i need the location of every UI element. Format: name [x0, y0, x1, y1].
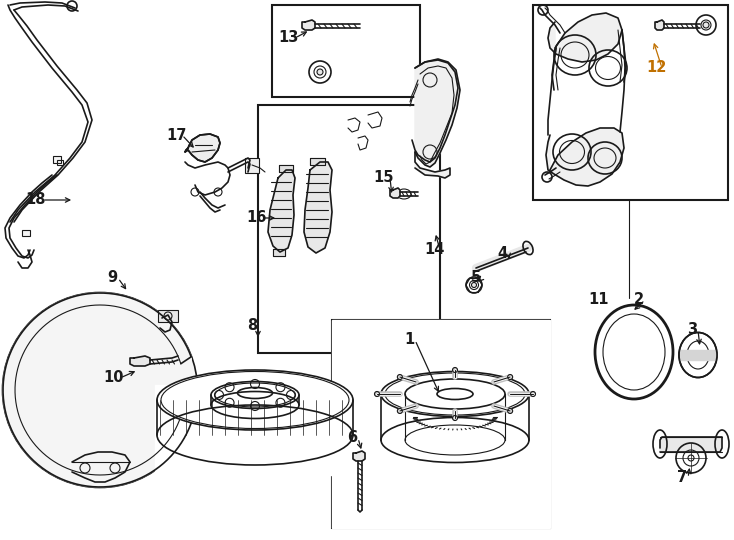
Bar	[158, 310, 178, 322]
Polygon shape	[310, 158, 325, 165]
Text: 14: 14	[424, 242, 444, 258]
Polygon shape	[415, 59, 460, 167]
Bar	[53, 156, 61, 163]
Text: 18: 18	[26, 192, 46, 207]
Text: 1: 1	[404, 333, 414, 348]
Ellipse shape	[2, 293, 197, 488]
Polygon shape	[353, 451, 365, 461]
Text: 12: 12	[646, 60, 666, 76]
Text: 5: 5	[471, 271, 481, 286]
Circle shape	[317, 69, 323, 75]
Bar	[258, 105, 440, 353]
Circle shape	[471, 282, 476, 287]
Bar	[272, 5, 420, 97]
Polygon shape	[268, 170, 295, 252]
Polygon shape	[680, 350, 716, 360]
Polygon shape	[3, 293, 191, 487]
Polygon shape	[390, 188, 400, 198]
Text: 7: 7	[677, 470, 687, 485]
Text: 9: 9	[107, 271, 117, 286]
Polygon shape	[655, 20, 664, 30]
Bar	[533, 5, 728, 200]
Text: 6: 6	[347, 430, 357, 445]
Ellipse shape	[381, 372, 529, 416]
Polygon shape	[304, 162, 332, 253]
Polygon shape	[546, 128, 624, 186]
Ellipse shape	[157, 370, 353, 430]
Polygon shape	[415, 152, 450, 178]
Text: 4: 4	[497, 246, 507, 260]
Text: 13: 13	[279, 30, 299, 45]
Polygon shape	[130, 356, 150, 366]
Text: 16: 16	[246, 211, 266, 226]
Circle shape	[703, 22, 709, 28]
Text: 11: 11	[589, 293, 609, 307]
Polygon shape	[548, 13, 622, 62]
Text: 10: 10	[103, 370, 124, 386]
Polygon shape	[660, 437, 722, 452]
Text: 8: 8	[247, 318, 257, 333]
Text: 2: 2	[634, 293, 644, 307]
Text: 3: 3	[687, 322, 697, 338]
Polygon shape	[302, 20, 315, 30]
Bar	[57, 160, 63, 165]
Polygon shape	[185, 134, 220, 162]
Bar	[332, 320, 550, 528]
Bar	[22, 230, 30, 236]
Polygon shape	[332, 320, 550, 528]
Polygon shape	[273, 249, 285, 256]
Text: 15: 15	[374, 171, 394, 186]
Polygon shape	[279, 165, 293, 172]
Polygon shape	[155, 385, 355, 475]
Bar	[245, 158, 259, 173]
Text: 17: 17	[166, 127, 186, 143]
